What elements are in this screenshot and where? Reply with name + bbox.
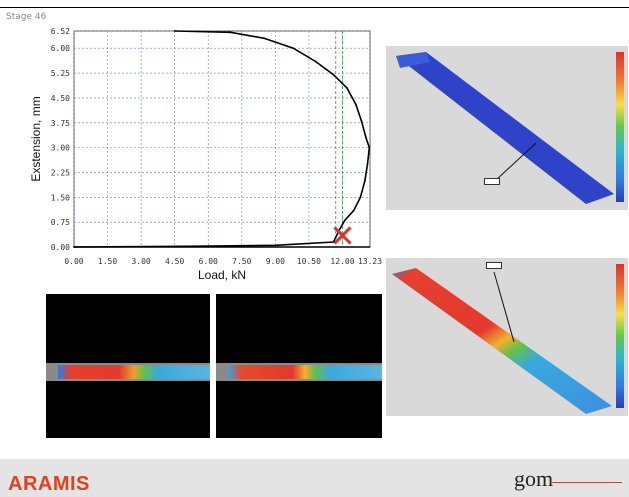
series-point [229, 31, 232, 34]
series-point [292, 47, 295, 50]
y-tick-label: 6.00 [51, 44, 70, 53]
y-tick-label: 4.50 [51, 94, 70, 103]
series-point [332, 73, 335, 76]
camera-image-right [216, 294, 382, 438]
stage-label: Stage 46 [6, 12, 47, 22]
series-point [365, 136, 367, 139]
footer-bar [0, 459, 629, 497]
y-axis-label: Exstension, mm [29, 96, 43, 181]
y-tick-label: 6.52 [51, 27, 70, 36]
x-tick-label: 0.00 [64, 257, 83, 266]
x-axis-label: Load, kN [198, 268, 246, 282]
series-point [346, 87, 348, 89]
x-tick-label: 1.50 [98, 257, 117, 266]
y-tick-label: 3.75 [51, 119, 70, 128]
series-point [352, 209, 355, 212]
strain-overlay-left [58, 365, 210, 379]
series-point [363, 179, 366, 182]
series-point [359, 196, 362, 199]
y-tick-label: 5.25 [51, 69, 70, 78]
x-tick-label: 7.50 [232, 257, 251, 266]
plot-area [73, 30, 371, 248]
x-tick-label: 13.23 [358, 257, 382, 266]
load-extension-chart: 0.00 1.50 3.00 4.50 6.00 7.50 9.00 10.50 12.00 13… [29, 27, 382, 282]
color-scale-legend [616, 52, 624, 202]
gom-logo-rule [552, 482, 622, 483]
color-scale-legend [616, 264, 624, 408]
y-tick-label: 3.00 [51, 144, 70, 153]
series-point [366, 163, 369, 166]
top-rule [0, 7, 629, 8]
strain-overlay-right [228, 365, 382, 379]
x-tick-label: 4.50 [165, 257, 184, 266]
x-tick-label: 10.50 [297, 257, 321, 266]
specimen-3d-bottom [392, 268, 612, 414]
x-tick-label: 6.00 [199, 257, 218, 266]
series-point [368, 146, 371, 149]
series-point [360, 120, 363, 123]
strain-view-bottom [386, 258, 628, 416]
strain-view-top [386, 46, 628, 210]
specimen-3d-top [396, 52, 614, 204]
gom-logo: gom [514, 466, 554, 491]
brand-name: ARAMIS [8, 473, 90, 495]
series-point [355, 103, 357, 106]
series-point [343, 219, 346, 222]
y-tick-label: 0.00 [51, 243, 70, 252]
y-tick-label: 1.50 [51, 193, 70, 202]
series-point [314, 60, 317, 63]
x-tick-label: 9.00 [266, 257, 285, 266]
measure-label-box [484, 178, 500, 185]
current-point-marker [333, 226, 352, 245]
series-point [274, 244, 277, 247]
y-tick-label: 2.25 [51, 168, 70, 177]
y-tick-label: 0.75 [51, 218, 70, 227]
measure-label-box [486, 262, 502, 269]
camera-image-left [46, 294, 210, 438]
x-tick-label: 12.00 [330, 257, 354, 266]
x-tick-label: 3.00 [131, 257, 150, 266]
series-point [173, 30, 176, 32]
series-point [263, 37, 266, 40]
